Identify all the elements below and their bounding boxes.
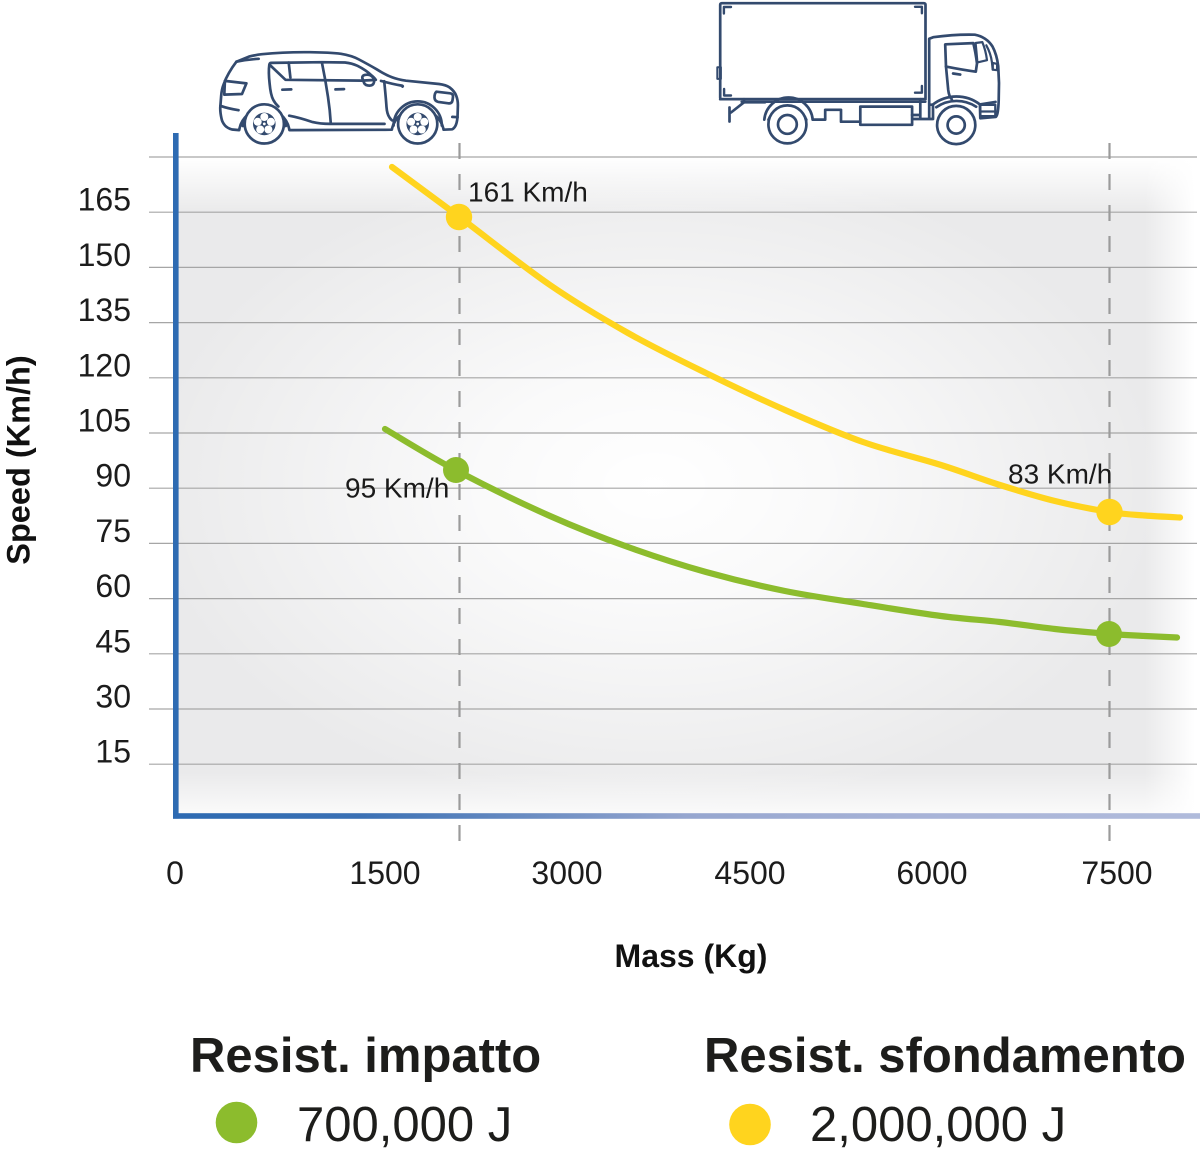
svg-text:15: 15: [95, 734, 131, 770]
svg-text:Mass (Kg): Mass (Kg): [615, 938, 768, 974]
svg-text:Resist. sfondamento: Resist. sfondamento: [704, 1029, 1186, 1083]
svg-text:75: 75: [95, 513, 131, 549]
svg-text:135: 135: [78, 292, 131, 328]
svg-text:45: 45: [95, 623, 131, 659]
svg-text:60: 60: [95, 568, 131, 604]
svg-text:4500: 4500: [714, 855, 785, 891]
svg-text:7500: 7500: [1081, 855, 1152, 891]
svg-text:Speed (Km/h): Speed (Km/h): [1, 355, 37, 564]
svg-text:700,000 J: 700,000 J: [297, 1098, 512, 1150]
svg-text:Resist. impatto: Resist. impatto: [190, 1029, 541, 1083]
svg-text:83 Km/h: 83 Km/h: [1008, 459, 1112, 490]
svg-text:90: 90: [95, 458, 131, 494]
svg-text:0: 0: [166, 855, 184, 891]
svg-text:161 Km/h: 161 Km/h: [468, 177, 588, 208]
svg-text:2,000,000 J: 2,000,000 J: [810, 1098, 1066, 1150]
svg-text:30: 30: [95, 679, 131, 715]
svg-text:3000: 3000: [531, 855, 602, 891]
svg-text:1500: 1500: [349, 855, 420, 891]
svg-text:165: 165: [78, 182, 131, 218]
svg-text:6000: 6000: [896, 855, 967, 891]
svg-text:120: 120: [78, 347, 131, 383]
svg-text:95 Km/h: 95 Km/h: [345, 473, 449, 504]
svg-text:105: 105: [78, 403, 131, 439]
svg-text:150: 150: [78, 237, 131, 273]
